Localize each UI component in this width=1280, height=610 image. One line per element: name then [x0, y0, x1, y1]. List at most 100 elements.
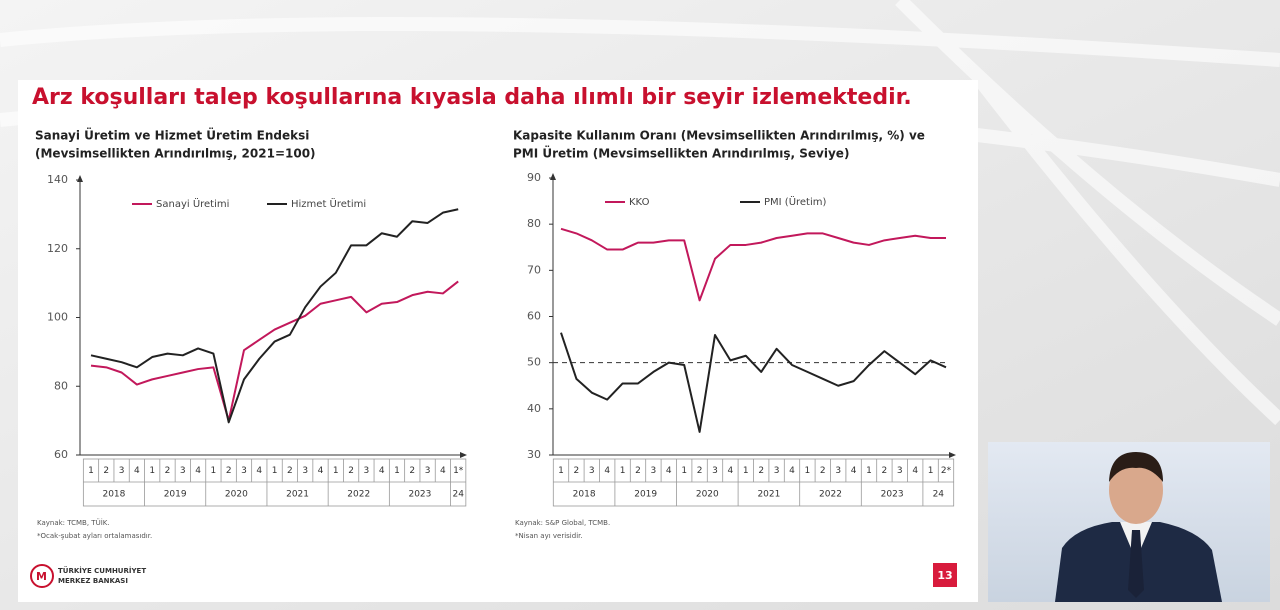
x-tick-label: 4: [789, 466, 795, 476]
x-tick-label: 2: [635, 466, 641, 476]
slide: [18, 80, 978, 602]
x-tick-label: 1: [272, 466, 278, 476]
year-label: 2019: [164, 490, 187, 500]
x-tick-label: 1: [394, 466, 400, 476]
year-label: 24: [933, 490, 945, 500]
source-note: Kaynak: TCMB, TÜİK.: [37, 518, 110, 527]
series-line: [90, 208, 459, 424]
y-axis-arrow: [550, 173, 556, 180]
logo: M TÜRKİYE CUMHURİYET MERKEZ BANKASI: [30, 564, 146, 588]
year-label: 2019: [634, 490, 657, 500]
x-tick-label: 3: [425, 466, 431, 476]
x-tick-label: 4: [728, 466, 734, 476]
y-tick-label: 70: [527, 263, 541, 276]
x-tick-label: 4: [195, 466, 201, 476]
year-label: 2018: [102, 490, 125, 500]
x-tick-label: 2: [758, 466, 764, 476]
chart-title: Kapasite Kullanım Oranı (Mevsimsellikten…: [513, 129, 925, 143]
x-tick-label: 3: [774, 466, 780, 476]
x-tick-label: 2: [226, 466, 232, 476]
year-label: 2022: [347, 490, 370, 500]
year-label: 2023: [881, 490, 904, 500]
x-tick-label: 1*: [453, 466, 464, 476]
x-tick-label: 3: [651, 466, 657, 476]
logo-text: TÜRKİYE CUMHURİYET: [58, 566, 146, 575]
y-tick-label: 50: [527, 356, 541, 369]
x-tick-label: 2*: [941, 466, 952, 476]
y-tick-label: 120: [47, 242, 68, 255]
x-tick-label: 1: [620, 466, 626, 476]
legend-label: Sanayi Üretimi: [156, 197, 229, 210]
slide-title: Arz koşulları talep koşullarına kıyasla …: [32, 85, 912, 110]
series-line: [560, 332, 947, 433]
y-tick-label: 140: [47, 173, 68, 186]
year-label: 2021: [757, 490, 780, 500]
page-number-box: [933, 563, 957, 587]
y-tick-label: 60: [54, 448, 68, 461]
x-tick-label: 2: [820, 466, 826, 476]
chart-title: Sanayi Üretim ve Hizmet Üretim Endeksi: [35, 128, 309, 143]
year-label: 2020: [696, 490, 719, 500]
person-tie: [1128, 530, 1144, 598]
x-axis-arrow: [460, 452, 467, 458]
y-tick-label: 40: [527, 402, 541, 415]
x-tick-label: 4: [851, 466, 857, 476]
y-axis-arrow: [77, 175, 83, 182]
x-tick-label: 4: [318, 466, 324, 476]
x-tick-label: 2: [574, 466, 580, 476]
x-tick-label: 1: [681, 466, 687, 476]
logo-emblem: [30, 564, 54, 588]
source-note: *Nisan ayı verisidir.: [515, 532, 583, 540]
logo-emblem-text: M: [36, 570, 47, 583]
x-tick-label: 4: [134, 466, 140, 476]
person-head: [1109, 456, 1163, 524]
x-tick-label: 3: [712, 466, 718, 476]
x-tick-label: 3: [897, 466, 903, 476]
x-tick-label: 3: [241, 466, 247, 476]
x-tick-label: 1: [88, 466, 94, 476]
chart-title: PMI Üretim (Mevsimsellikten Arındırılmış…: [513, 146, 849, 161]
y-tick-label: 90: [527, 171, 541, 184]
category-table: [82, 458, 467, 507]
y-tick-label: 80: [54, 379, 68, 392]
x-tick-label: 2: [165, 466, 171, 476]
x-tick-label: 3: [364, 466, 370, 476]
video-inset: [988, 442, 1270, 602]
x-tick-label: 3: [119, 466, 125, 476]
x-tick-label: 4: [379, 466, 385, 476]
person-hair: [1109, 452, 1163, 482]
x-tick-label: 1: [558, 466, 564, 476]
x-tick-label: 1: [866, 466, 872, 476]
year-label: 2023: [408, 490, 431, 500]
logo-text: MERKEZ BANKASI: [58, 577, 128, 585]
x-tick-label: 2: [882, 466, 888, 476]
year-label: 2022: [819, 490, 842, 500]
x-tick-label: 1: [928, 466, 934, 476]
x-tick-label: 4: [440, 466, 446, 476]
x-tick-label: 4: [912, 466, 918, 476]
x-tick-label: 1: [211, 466, 217, 476]
x-tick-label: 1: [805, 466, 811, 476]
x-tick-label: 1: [333, 466, 339, 476]
legend-label: KKO: [629, 197, 650, 208]
x-tick-label: 3: [835, 466, 841, 476]
x-axis-arrow: [949, 452, 956, 458]
x-tick-label: 2: [348, 466, 354, 476]
x-tick-label: 2: [409, 466, 415, 476]
source-note: *Ocak-şubat ayları ortalamasıdır.: [37, 532, 152, 540]
y-tick-label: 80: [527, 217, 541, 230]
series-line: [90, 280, 459, 422]
x-tick-label: 4: [666, 466, 672, 476]
chart-title: (Mevsimsellikten Arındırılmış, 2021=100): [35, 147, 316, 161]
source-note: Kaynak: S&P Global, TCMB.: [515, 519, 610, 527]
year-label: 2020: [225, 490, 248, 500]
x-tick-label: 1: [743, 466, 749, 476]
year-label: 2018: [573, 490, 596, 500]
x-tick-label: 3: [302, 466, 308, 476]
y-tick-label: 60: [527, 310, 541, 323]
x-tick-label: 2: [103, 466, 109, 476]
x-tick-label: 1: [149, 466, 155, 476]
legend-label: Hizmet Üretimi: [291, 197, 366, 210]
